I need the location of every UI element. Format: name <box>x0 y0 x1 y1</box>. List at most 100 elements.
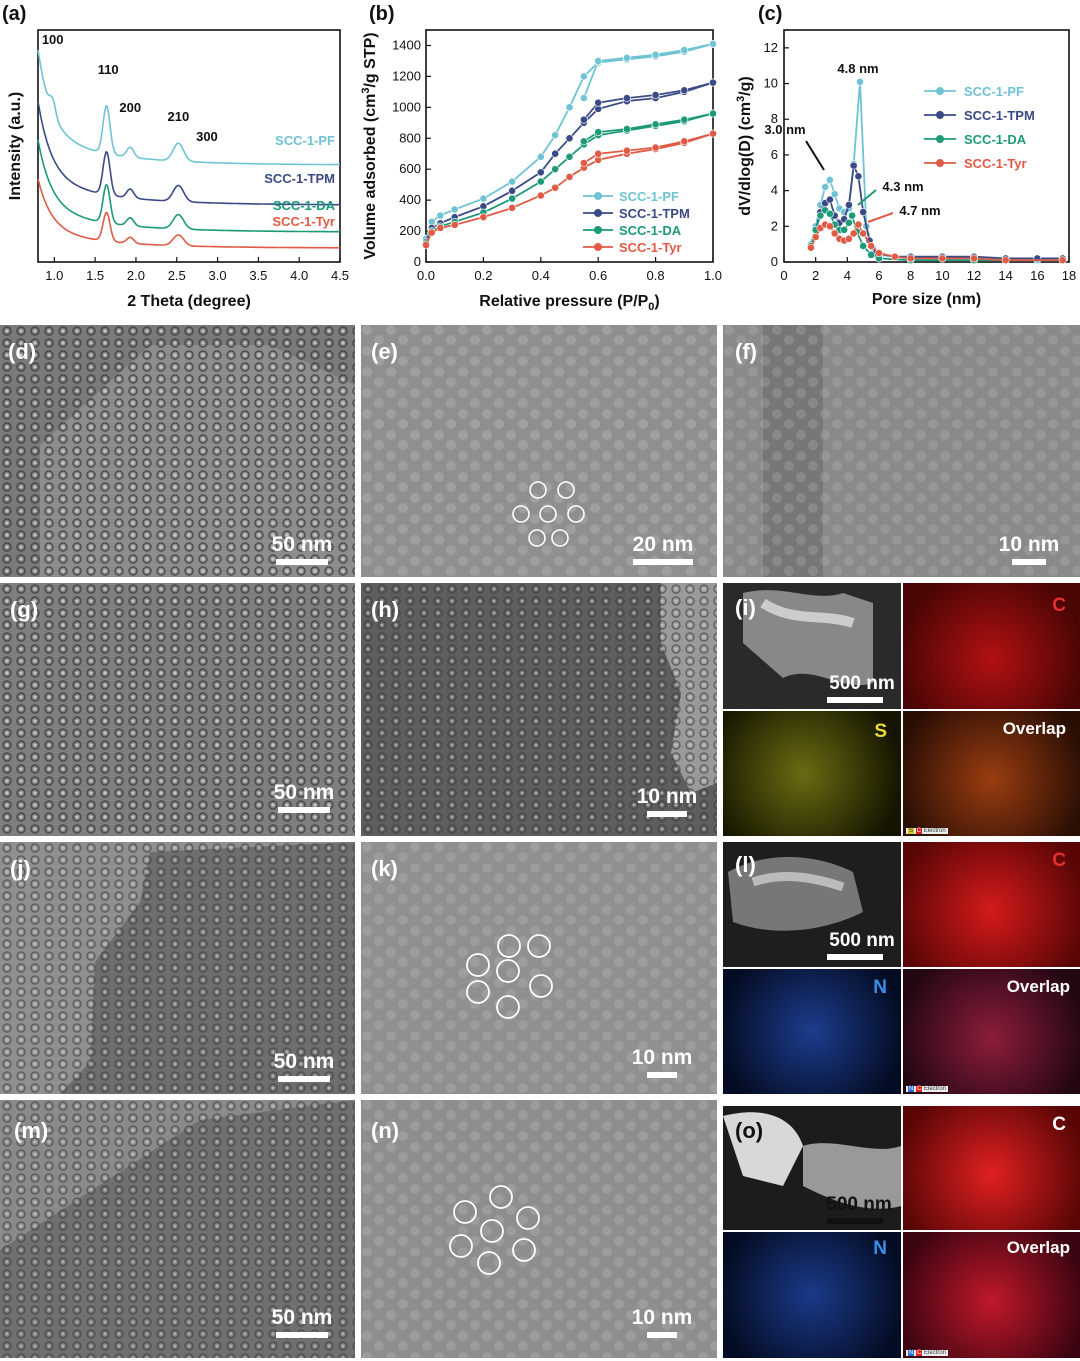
tem-texture-h <box>361 583 717 836</box>
isotherm-legend-label: SCC-1-TPM <box>619 206 690 221</box>
pore-y-tick-label: 4 <box>771 183 778 198</box>
eds-panel-o-overlap: Overlap N C Electron <box>903 1232 1080 1358</box>
pore-x-tick-label: 0 <box>780 268 787 283</box>
tem-texture-f <box>723 325 1080 577</box>
scale-line-j <box>278 1076 330 1082</box>
scale-bar-o: 500 nm <box>819 1194 899 1224</box>
scale-line-f <box>1012 559 1046 565</box>
pore-annotation-arrow <box>857 189 877 206</box>
panel-label-g: (g) <box>10 597 39 622</box>
scale-line-e <box>633 559 693 565</box>
element-label-i-s: S <box>874 721 887 742</box>
sem-texture-l <box>728 857 863 931</box>
pore-point <box>845 234 853 243</box>
pore-point <box>849 229 858 238</box>
scale-bar-n: 10 nm <box>623 1306 701 1338</box>
legend-swatch-c-l: C <box>916 1086 923 1092</box>
tem-texture-k <box>361 842 717 1094</box>
isotherm-point <box>508 203 516 212</box>
isotherm-y-tick-label: 800 <box>399 130 421 145</box>
pore-point <box>938 254 947 263</box>
isotherm-x-tick-label: 0.6 <box>589 268 607 283</box>
element-label-o-n: N <box>873 1238 887 1259</box>
tem-texture-d <box>0 325 355 577</box>
xrd-series-label: SCC-1-TPM <box>264 171 335 186</box>
xrd-peak-label: 110 <box>98 62 119 77</box>
tem-panel-e: (e) 20 nm <box>361 325 717 577</box>
legend-swatch-c: C <box>915 828 923 834</box>
isotherm-point <box>422 241 430 249</box>
tem-texture-e <box>361 325 717 577</box>
pore-annotation-arrow <box>867 212 894 223</box>
isotherm-point <box>508 177 516 186</box>
isotherm-point <box>479 194 488 203</box>
isotherm-point <box>565 152 574 161</box>
element-label-i-c: C <box>1052 595 1066 616</box>
element-label-o-c: C <box>1052 1114 1066 1135</box>
isotherm-point <box>579 159 588 167</box>
xrd-panel-label: (a) <box>2 3 26 25</box>
panel-label-h: (h) <box>371 597 400 622</box>
pore-point <box>1058 256 1067 265</box>
legend-swatch-n-o: N <box>908 1350 915 1356</box>
isotherm-point <box>536 168 545 177</box>
pore-point <box>867 250 875 259</box>
isotherm-point <box>622 94 631 102</box>
isotherm-point <box>579 72 588 81</box>
xrd-series-line <box>37 49 340 166</box>
pore-y-tick-label: 8 <box>771 111 778 126</box>
tem-panel-f: (f) 10 nm <box>723 325 1080 577</box>
isotherm-chart: (b) 0.0 0.2 0.4 0.6 0.8 1.0 0 200 400 600 800 1000 12… <box>360 3 722 313</box>
isotherm-point <box>651 50 660 59</box>
eds-panel-i-carbon: C <box>903 583 1080 709</box>
isotherm-legend-marker <box>594 192 602 200</box>
isotherm-x-axis-label: Relative pressure (P/P0) <box>479 293 659 313</box>
pore-point <box>811 233 820 241</box>
pore-point <box>856 77 864 86</box>
isotherm-point <box>651 91 660 99</box>
isotherm-y-tick-label: 1000 <box>392 99 421 114</box>
isotherm-plot-frame <box>425 29 714 263</box>
xrd-x-tick-label: 4.0 <box>290 268 308 283</box>
panel-label-o: (o) <box>735 1118 764 1143</box>
xrd-x-tick-label: 1.5 <box>86 268 104 283</box>
isotherm-point <box>680 86 689 95</box>
xrd-y-axis-label: Intensity (a.u.) <box>7 92 24 200</box>
isotherm-point <box>565 103 574 112</box>
scale-text-o: 500 nm <box>826 1194 892 1215</box>
scale-text-l: 500 nm <box>829 930 895 951</box>
isotherm-point <box>508 194 516 203</box>
scale-bar-d: 50 nm <box>266 533 338 565</box>
eds-legend-i: S C Electron <box>906 828 948 834</box>
xrd-x-tick-label: 1.0 <box>45 268 63 283</box>
tem-texture-g <box>0 583 355 836</box>
scale-text-f: 10 nm <box>998 533 1060 556</box>
isotherm-point <box>551 131 560 140</box>
xrd-series-label: SCC-1-PF <box>275 133 335 148</box>
legend-text-l: Electron <box>924 1086 947 1092</box>
tem-panel-j: (j) 50 nm <box>0 842 355 1094</box>
eds-panel-i-overlap: Overlap S C Electron <box>903 711 1080 836</box>
pore-point <box>854 220 863 229</box>
pore-x-tick-label: 16 <box>1030 268 1044 283</box>
element-label-l-n: N <box>873 977 887 998</box>
pore-point <box>830 190 839 199</box>
pore-point <box>826 195 834 204</box>
isotherm-x-tick-label: 0.4 <box>532 268 550 283</box>
isotherm-legend-marker <box>594 243 602 251</box>
pore-annotation: 3.0 nm <box>764 122 805 137</box>
isotherm-point <box>709 109 717 118</box>
pore-point <box>845 218 853 227</box>
scale-line-l <box>827 954 883 960</box>
scale-line-g <box>278 807 330 813</box>
pore-y-tick-label: 10 <box>764 76 778 91</box>
isotherm-point <box>709 78 717 87</box>
pore-annotation: 4.3 nm <box>882 179 923 194</box>
scale-text-i: 500 nm <box>829 673 895 694</box>
isotherm-point <box>508 186 516 195</box>
panel-label-k: (k) <box>371 856 398 881</box>
pore-plot-frame <box>783 29 1070 263</box>
isotherm-legend-label: SCC-1-PF <box>619 189 679 204</box>
isotherm-x-tick-label: 1.0 <box>704 268 722 283</box>
panel-label-m: (m) <box>14 1118 49 1143</box>
